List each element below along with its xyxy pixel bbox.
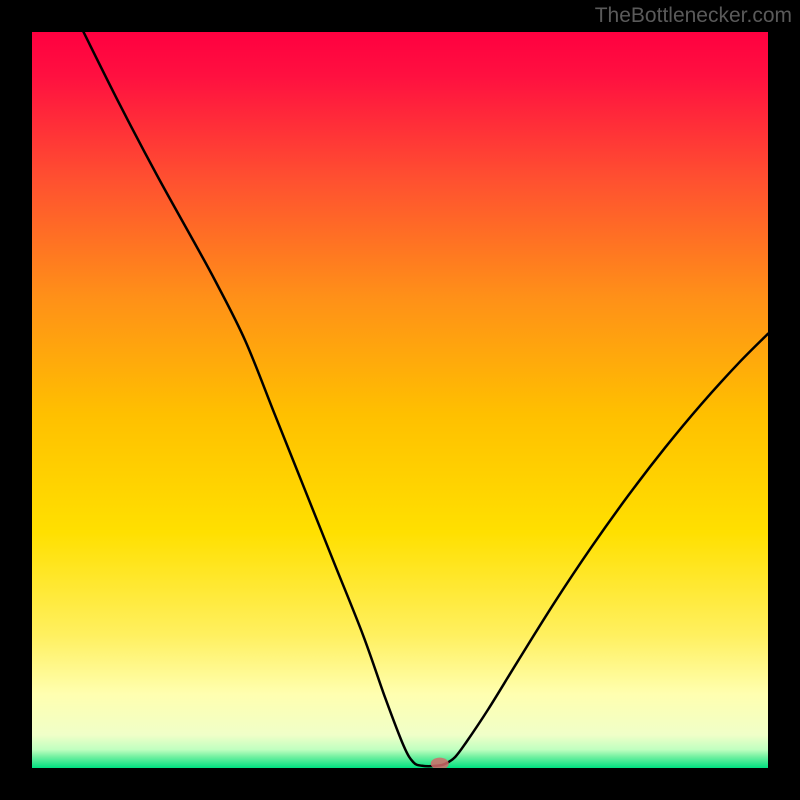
bottleneck-chart bbox=[32, 32, 768, 768]
chart-svg bbox=[32, 32, 768, 768]
gradient-background bbox=[32, 32, 768, 768]
watermark-text: TheBottlenecker.com bbox=[595, 4, 792, 28]
